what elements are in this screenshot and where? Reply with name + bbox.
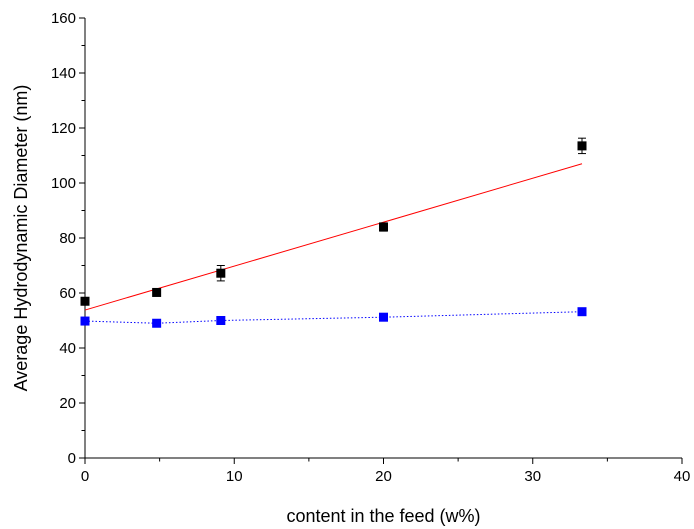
series-2-point <box>577 307 587 317</box>
series-1-point <box>577 141 587 151</box>
x-tick-label: 30 <box>524 468 541 485</box>
y-axis-title: Average Hydrodynamic Diameter (nm) <box>11 85 31 392</box>
series-2-point <box>152 318 162 328</box>
y-tick-label: 140 <box>51 65 76 82</box>
x-tick-label: 40 <box>674 468 691 485</box>
fit-line <box>84 163 583 311</box>
y-tick-label: 60 <box>59 285 76 302</box>
y-tick-label: 0 <box>68 450 76 467</box>
series-1-point <box>379 222 388 232</box>
y-tick-label: 20 <box>59 395 76 412</box>
x-tick-label: 20 <box>375 468 392 485</box>
y-tick-label: 160 <box>51 10 76 27</box>
y-tick-label: 40 <box>59 340 76 357</box>
series-2-point <box>80 316 90 326</box>
x-axis-title: content in the feed (w%) <box>286 506 480 526</box>
series-1-point <box>152 287 162 297</box>
x-tick-label: 10 <box>226 468 243 485</box>
series-2-point <box>216 316 226 325</box>
axes <box>84 18 682 459</box>
series-1-point <box>80 296 90 306</box>
ticks: 0 10 20 30 40 0 20 40 60 80 100 120 140 160 <box>51 10 690 485</box>
x-tick-label: 0 <box>81 468 89 485</box>
y-tick-label: 120 <box>51 120 76 137</box>
series-1-point <box>216 268 226 278</box>
y-tick-label: 100 <box>51 175 76 192</box>
series-2-point <box>379 312 388 322</box>
y-tick-label: 80 <box>59 230 76 247</box>
plot-area <box>80 137 587 328</box>
series-2-line <box>84 311 583 324</box>
